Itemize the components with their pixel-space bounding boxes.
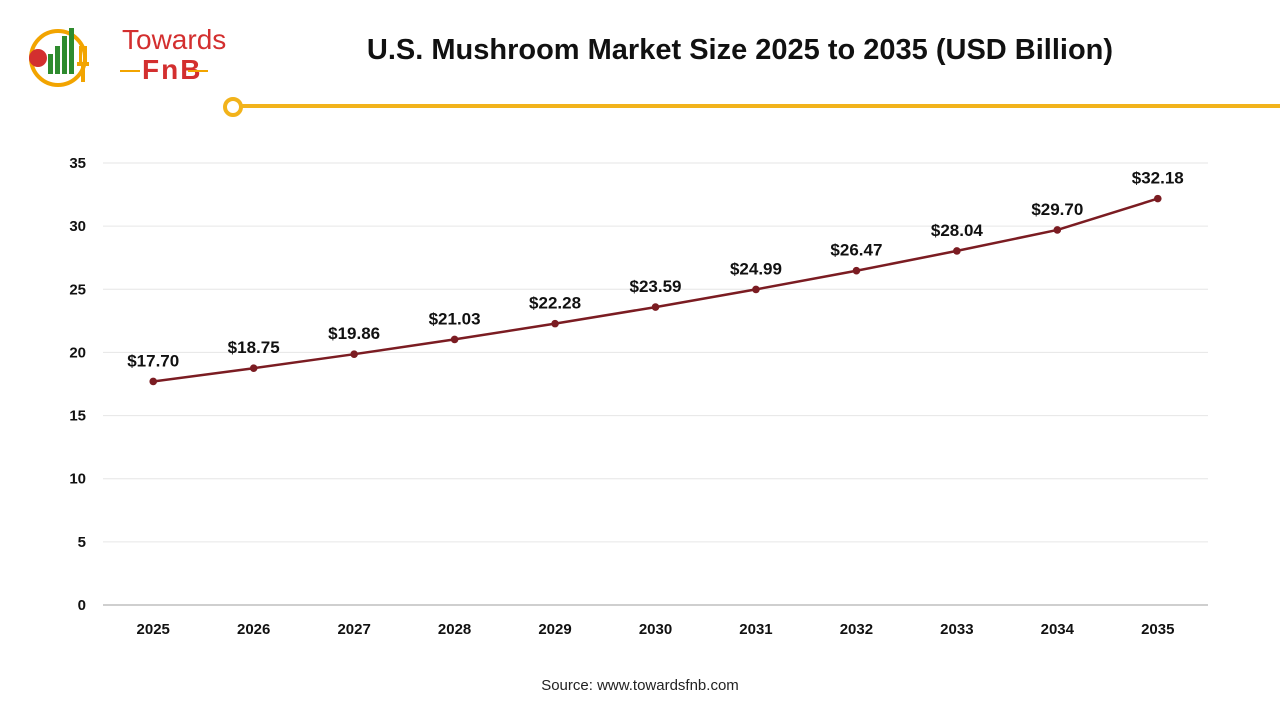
- y-tick-label-15: 15: [69, 408, 86, 425]
- data-label-2034: $29.70: [1031, 200, 1083, 219]
- x-tick-label-2031: 2031: [739, 621, 772, 638]
- data-label-2031: $24.99: [730, 259, 782, 278]
- data-point-2032: [852, 266, 861, 275]
- chart-title: U.S. Mushroom Market Size 2025 to 2035 (…: [366, 34, 1114, 66]
- x-tick-label-2035: 2035: [1141, 621, 1174, 638]
- data-point-2034: [1053, 226, 1062, 234]
- y-tick-label-0: 0: [78, 597, 86, 614]
- x-tick-label-2026: 2026: [237, 621, 270, 638]
- data-point-2033: [953, 247, 961, 255]
- grid-lines: [103, 162, 1208, 543]
- x-tick-label-2028: 2028: [438, 621, 471, 638]
- logo-dash-left: [120, 70, 140, 72]
- chart-fork-logo-icon: [29, 28, 89, 87]
- logo-dash-right: [188, 70, 208, 72]
- data-point-2028: [450, 335, 459, 344]
- source-note: Source: www.towardsfnb.com: [541, 677, 739, 694]
- data-point-2035: [1153, 194, 1162, 203]
- x-axis-ticks: 2025 2026 2027 2028 2029 2030 2031 2032 2033 2034…: [137, 621, 1175, 638]
- data-point-2031: [752, 285, 760, 294]
- x-tick-label-2032: 2032: [840, 621, 873, 638]
- y-tick-label-10: 10: [69, 471, 86, 488]
- data-label-2032: $26.47: [830, 241, 882, 260]
- logo: Towards FnB: [22, 18, 226, 88]
- data-point-2027: [350, 350, 358, 358]
- data-point-2025: [149, 377, 158, 386]
- y-tick-label-30: 30: [69, 218, 86, 235]
- data-label-2029: $22.28: [529, 294, 581, 313]
- data-label-2026: $18.75: [228, 338, 280, 357]
- x-tick-label-2025: 2025: [137, 621, 170, 638]
- y-axis-ticks: 0 5 10 15 20 25 30 35: [69, 155, 86, 614]
- x-tick-label-2034: 2034: [1041, 621, 1075, 638]
- y-tick-label-5: 5: [78, 534, 86, 551]
- x-tick-label-2030: 2030: [639, 621, 672, 638]
- decorative-line: [240, 104, 1280, 108]
- y-tick-label-20: 20: [69, 344, 86, 361]
- data-label-2033: $28.04: [931, 221, 984, 240]
- data-label-2028: $21.03: [429, 309, 481, 328]
- x-tick-label-2029: 2029: [538, 621, 571, 638]
- y-tick-label-35: 35: [69, 155, 86, 172]
- data-label-2027: $19.86: [328, 324, 380, 343]
- data-point-2030: [651, 303, 660, 311]
- x-tick-label-2033: 2033: [940, 621, 973, 638]
- logo-text-fnb: FnB: [142, 54, 203, 85]
- data-label-2035: $32.18: [1132, 169, 1184, 188]
- x-tick-label-2027: 2027: [337, 621, 370, 638]
- data-label-2025: $17.70: [127, 351, 179, 370]
- data-label-2030: $23.59: [630, 277, 682, 296]
- data-labels: $17.70 $18.75 $19.86 $21.03 $22.28 $23.59 $24.…: [127, 169, 1184, 371]
- logo-text-towards: Towards: [122, 24, 227, 55]
- data-point-2029: [551, 319, 559, 328]
- y-tick-label-25: 25: [69, 281, 86, 298]
- series-line-group: [149, 194, 1162, 386]
- data-point-2026: [249, 364, 258, 373]
